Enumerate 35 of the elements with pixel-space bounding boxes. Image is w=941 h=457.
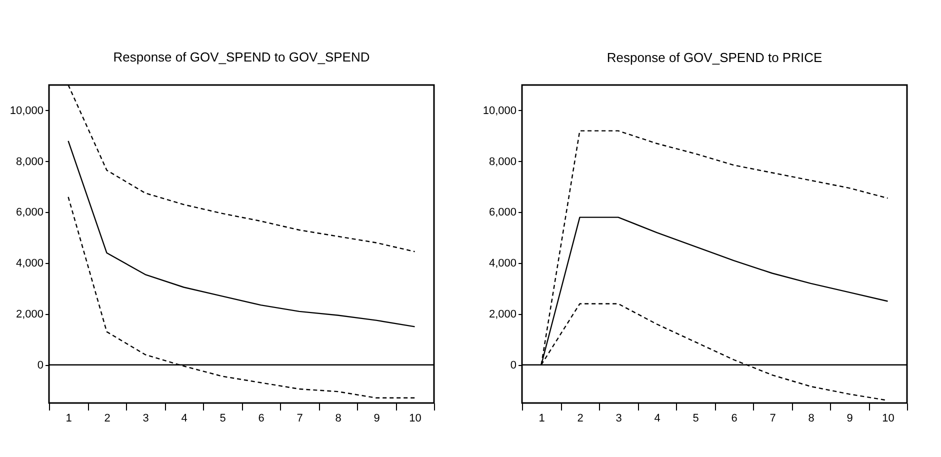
x-tick-label: 2 [577,412,584,424]
y-tick-label: 6,000 [488,206,516,219]
x-tick-label: 3 [616,412,622,424]
y-tick-label: 4,000 [16,258,44,270]
y-tick-label: 10,000 [10,104,44,117]
x-tick-label: 5 [692,412,699,424]
x-tick-label: 7 [770,412,776,424]
y-tick-label: 6,000 [16,206,44,219]
y-tick-label: 2,000 [16,308,44,320]
x-tick-label: 7 [296,412,303,424]
y-tick-label: 0 [510,359,516,372]
x-tick-label: 1 [538,412,545,424]
x-tick-label: 2 [104,412,110,424]
x-tick-label: 10 [409,412,422,424]
line-series [68,140,416,328]
x-tick-label: 4 [181,412,188,424]
y-tick-label: 8,000 [488,156,516,168]
y-tick-label: 8,000 [16,156,44,168]
x-tick-label: 8 [335,412,342,424]
x-tick-label: 5 [220,412,226,424]
x-tick-label: 10 [882,412,894,424]
x-tick-label: 3 [142,412,149,424]
y-tick-label: 2,000 [488,308,516,320]
x-tick-label: 6 [258,412,264,424]
x-tick-label: 9 [374,412,380,424]
y-tick-label: 0 [37,359,44,372]
x-tick-label: 6 [731,412,738,424]
x-tick-label: 8 [808,412,814,424]
y-tick-label: 10,000 [482,104,516,117]
x-tick-label: 4 [654,412,660,424]
y-tick-label: 4,000 [488,258,516,270]
x-tick-label: 1 [66,412,72,424]
x-tick-label: 9 [846,412,853,424]
chart-title: Response of GOV_SPEND to PRICE [606,50,822,65]
chart-title: Response of GOV_SPEND to GOV_SPEND [113,49,370,64]
